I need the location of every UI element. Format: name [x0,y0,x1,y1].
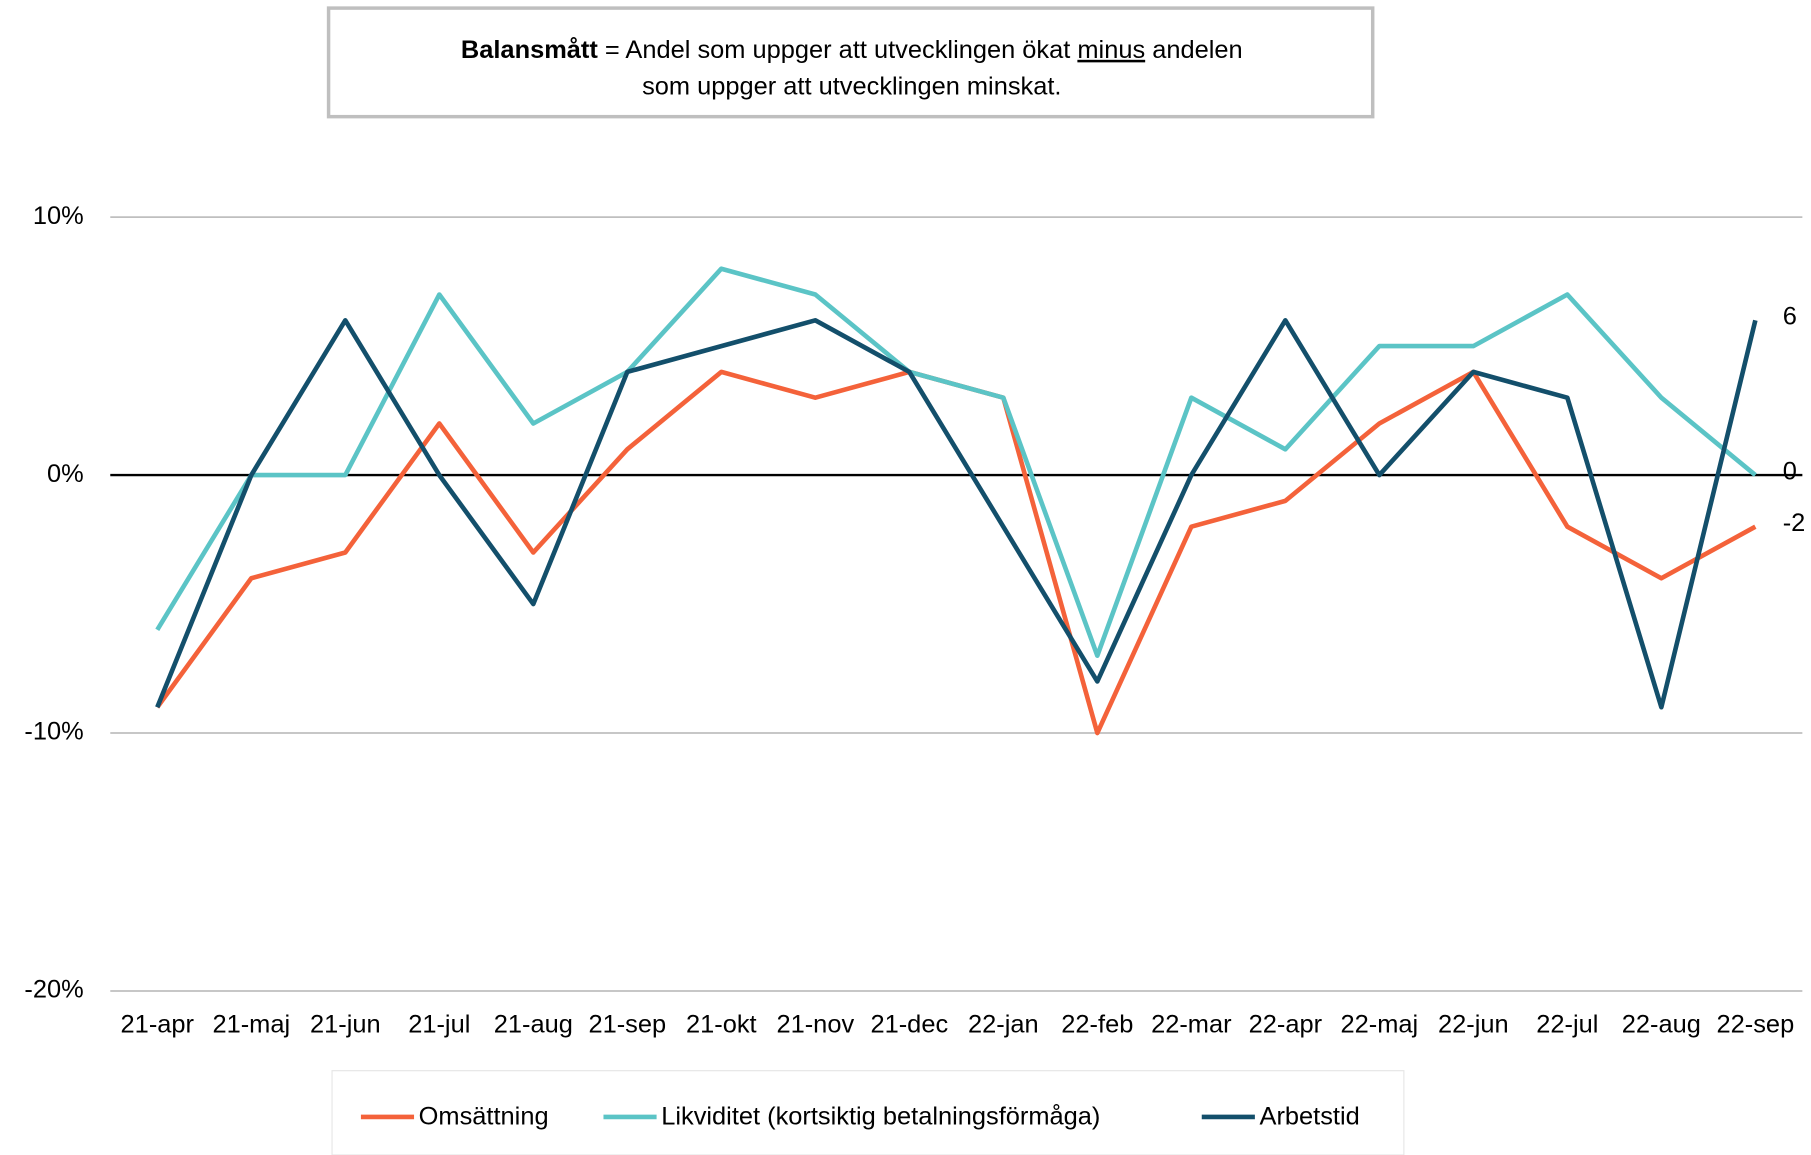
x-tick-label: 21-maj [212,1010,290,1038]
x-tick-label: 21-sep [588,1010,666,1038]
x-tick-label: 22-mar [1151,1010,1232,1038]
x-tick-label: 21-jul [408,1010,470,1038]
annotation-line: som uppger att utvecklingen minskat. [642,72,1061,100]
annotation-text: andelen [1152,36,1242,64]
annotation-text: = Andel som uppger att utvecklingen ökat [605,36,1070,64]
annotation-line: Balansmått = Andel som uppger att utveck… [461,36,1243,64]
y-tick-label: -10% [24,718,83,746]
series-line [155,318,1758,710]
x-tick-label: 22-aug [1622,1010,1701,1038]
annotation-underlined: minus [1077,36,1145,64]
legend-label: Arbetstid [1260,1103,1360,1131]
x-tick-label: 21-aug [494,1010,573,1038]
x-tick-label: 21-apr [121,1010,195,1038]
x-tick-label: 21-nov [776,1010,854,1038]
series-line [155,266,1757,658]
x-tick-label: 22-apr [1249,1010,1323,1038]
legend-label: Omsättning [419,1103,549,1131]
y-tick-label: 0% [47,460,84,488]
y-tick-label: -20% [24,976,83,1004]
end-label: 0 [1783,457,1797,485]
x-tick-label: 22-jun [1438,1010,1509,1038]
series-line [155,369,1757,736]
x-tick-label: 21-jun [310,1010,381,1038]
annotation-bold: Balansmått [461,36,598,64]
legend-box [331,1070,1405,1155]
end-label: -2 [1783,509,1806,537]
x-tick-label: 22-maj [1341,1010,1419,1038]
legend-label: Likviditet (kortsiktig betalningsförmåga… [661,1103,1100,1131]
y-tick-label: 10% [33,202,84,230]
x-tick-label: 22-feb [1061,1010,1133,1038]
x-tick-label: 21-okt [686,1010,757,1038]
x-tick-label: 22-jan [968,1010,1039,1038]
x-tick-label: 21-dec [870,1010,948,1038]
annotation-box [326,6,1375,119]
x-tick-label: 22-sep [1717,1010,1795,1038]
end-label: 6 [1783,303,1797,331]
x-tick-label: 22-jul [1536,1010,1598,1038]
